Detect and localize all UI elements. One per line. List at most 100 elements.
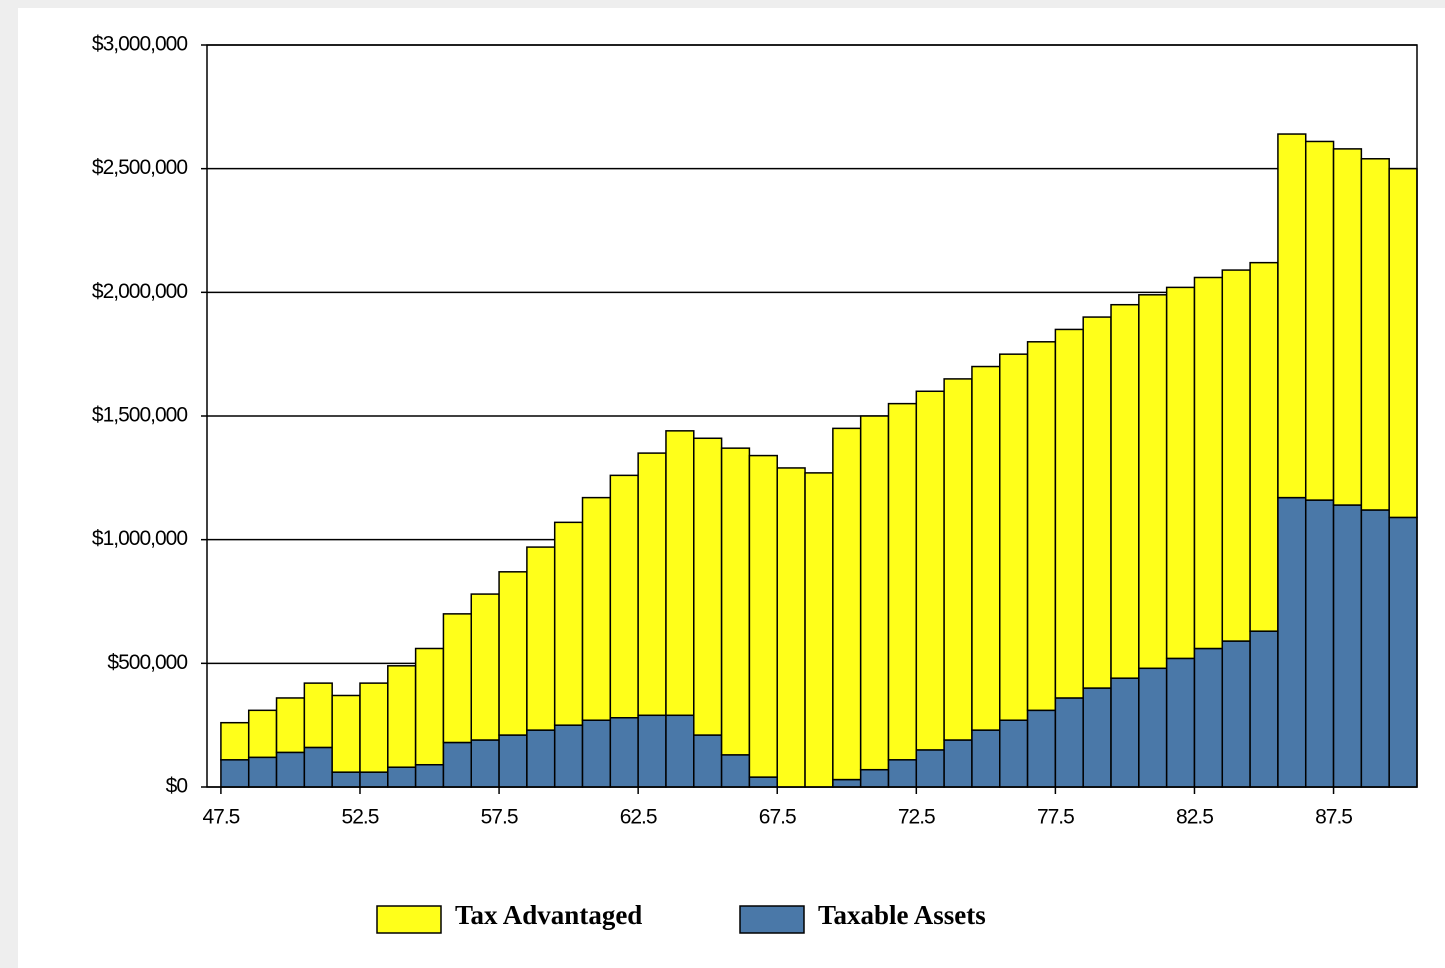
- bar-segment: [609, 716, 639, 788]
- bar-segment: [1221, 640, 1251, 788]
- bar-segment: [832, 778, 862, 788]
- bar-segment: [1054, 697, 1084, 788]
- bar-segment: [1388, 516, 1418, 788]
- bar-segment: [887, 402, 918, 761]
- bar-segment: [1026, 709, 1057, 788]
- bar-segment: [1332, 504, 1363, 788]
- bar-segment: [693, 437, 723, 736]
- bar-segment: [748, 454, 778, 778]
- bar-segment: [220, 721, 250, 761]
- bar-segment: [303, 682, 333, 749]
- bar-segment: [748, 776, 778, 788]
- bar-segment: [637, 714, 667, 788]
- bar-segment: [943, 378, 973, 741]
- x-tick-label: 57.5: [481, 806, 518, 829]
- bar-segment: [720, 754, 751, 788]
- bar-segment: [220, 759, 250, 788]
- bar-segment: [1110, 303, 1140, 679]
- bar-segment: [526, 546, 556, 731]
- y-tick-label: $0: [166, 775, 188, 798]
- bar-segment: [804, 472, 834, 788]
- bar-segment: [275, 751, 306, 788]
- x-tick-label: 67.5: [759, 806, 796, 829]
- bar-segment: [387, 665, 417, 768]
- legend-swatch: [739, 905, 805, 934]
- bar-segment: [303, 746, 333, 788]
- bar-segment: [1165, 286, 1196, 660]
- bar-segment: [247, 756, 278, 788]
- bar-segment: [1277, 133, 1307, 499]
- bar-segment: [387, 766, 417, 788]
- bar-segment: [414, 647, 445, 766]
- bar-segment: [498, 734, 528, 788]
- bar-segment: [665, 714, 695, 788]
- bar-segment: [720, 447, 751, 756]
- bar-segment: [1360, 158, 1390, 511]
- y-tick-label: $2,500,000: [92, 156, 187, 179]
- bar-segment: [1388, 167, 1418, 519]
- bar-segment: [442, 741, 473, 788]
- bar-segment: [609, 474, 639, 719]
- bar-segment: [887, 759, 918, 788]
- y-tick-label: $500,000: [107, 651, 187, 674]
- bar-segment: [971, 365, 1001, 731]
- bar-segment: [553, 724, 584, 788]
- x-tick-label: 77.5: [1037, 806, 1074, 829]
- legend-label: Tax Advantaged: [455, 900, 642, 930]
- bar-segment: [915, 390, 945, 751]
- bar-segment: [1193, 276, 1224, 650]
- x-tick-label: 62.5: [620, 806, 657, 829]
- bar-segment: [470, 593, 500, 741]
- x-tick-label: 72.5: [898, 806, 935, 829]
- bar-segment: [859, 415, 890, 771]
- bar-segment: [1193, 647, 1224, 788]
- bar-segment: [1249, 261, 1279, 632]
- y-tick-label: $1,000,000: [92, 527, 187, 550]
- bar-segment: [526, 729, 556, 788]
- bar-segment: [1304, 499, 1335, 788]
- y-tick-label: $1,500,000: [92, 404, 187, 427]
- bar-segment: [1249, 630, 1279, 788]
- x-tick-label: 47.5: [202, 806, 239, 829]
- bar-segment: [1110, 677, 1140, 788]
- legend-label: Taxable Assets: [818, 900, 986, 930]
- bar-segment: [693, 734, 723, 788]
- bar-segment: [1221, 269, 1251, 642]
- bar-segment: [999, 353, 1029, 721]
- bar-segment: [470, 739, 500, 788]
- x-tick-label: 82.5: [1176, 806, 1213, 829]
- bar-segment: [665, 430, 695, 717]
- bar-segment: [971, 729, 1001, 788]
- bar-segment: [915, 749, 945, 788]
- legend-swatch: [376, 905, 442, 934]
- bar-segment: [943, 739, 973, 788]
- bar-segment: [581, 496, 612, 721]
- bar-segment: [1054, 328, 1084, 699]
- plot-frame: [206, 44, 1418, 788]
- bar-segment: [1082, 316, 1112, 689]
- bar-segment: [1026, 341, 1057, 712]
- bar-segment: [1138, 294, 1168, 670]
- y-tick-label: $2,000,000: [92, 280, 187, 303]
- bar-segment: [581, 719, 612, 788]
- bar-segment: [553, 521, 584, 726]
- bar-segment: [275, 697, 306, 754]
- bar-segment: [1165, 657, 1196, 788]
- bar-segment: [359, 771, 389, 788]
- y-tick-label: $3,000,000: [92, 33, 187, 56]
- bar-segment: [331, 771, 361, 788]
- bar-segment: [776, 467, 806, 788]
- bar-segment: [498, 571, 528, 736]
- bar-segment: [859, 768, 890, 788]
- bar-segment: [359, 682, 389, 773]
- bar-segment: [1360, 509, 1390, 788]
- bar-segment: [637, 452, 667, 717]
- bar-segment: [1082, 687, 1112, 788]
- bar-segment: [1332, 148, 1363, 506]
- bar-segment: [331, 694, 361, 773]
- bar-segment: [832, 427, 862, 781]
- bar-segment: [999, 719, 1029, 788]
- bar-segment: [1277, 496, 1307, 788]
- bar-segment: [1138, 667, 1168, 788]
